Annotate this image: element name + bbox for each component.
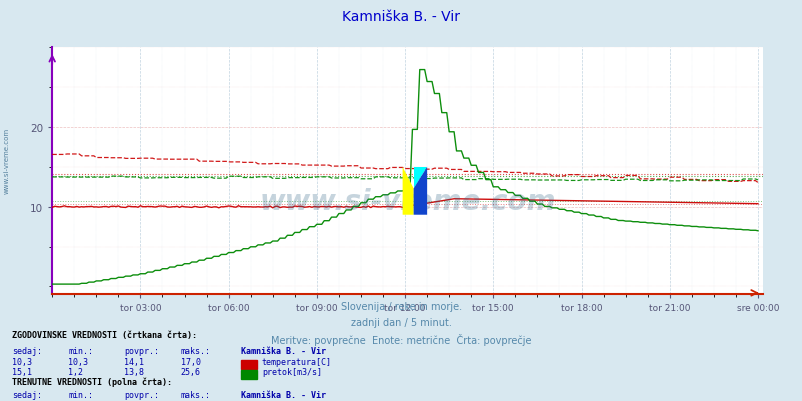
Polygon shape — [413, 168, 427, 189]
Text: min.:: min.: — [68, 390, 93, 399]
Text: maks.:: maks.: — [180, 390, 210, 399]
Text: maks.:: maks.: — [180, 346, 210, 355]
Text: 1,2: 1,2 — [68, 367, 83, 376]
Text: ZGODOVINSKE VREDNOSTI (črtkana črta):: ZGODOVINSKE VREDNOSTI (črtkana črta): — [12, 331, 196, 340]
Text: 10,3: 10,3 — [12, 357, 32, 366]
Text: www.si-vreme.com: www.si-vreme.com — [259, 187, 555, 215]
Text: temperatura[C]: temperatura[C] — [261, 357, 331, 366]
Text: pretok[m3/s]: pretok[m3/s] — [261, 367, 322, 376]
Text: min.:: min.: — [68, 346, 93, 355]
Text: Kamniška B. - Vir: Kamniška B. - Vir — [241, 346, 326, 355]
Text: www.si-vreme.com: www.si-vreme.com — [3, 128, 10, 193]
Polygon shape — [402, 168, 413, 215]
Text: 13,8: 13,8 — [124, 367, 144, 376]
Polygon shape — [413, 168, 427, 215]
Text: povpr.:: povpr.: — [124, 390, 160, 399]
Text: 14,1: 14,1 — [124, 357, 144, 366]
Text: 10,3: 10,3 — [68, 357, 88, 366]
Text: Slovenija / reke in morje.: Slovenija / reke in morje. — [341, 302, 461, 312]
Text: Meritve: povprečne  Enote: metrične  Črta: povprečje: Meritve: povprečne Enote: metrične Črta:… — [271, 334, 531, 346]
Text: 17,0: 17,0 — [180, 357, 200, 366]
Text: Kamniška B. - Vir: Kamniška B. - Vir — [241, 390, 326, 399]
Text: 15,1: 15,1 — [12, 367, 32, 376]
Text: Kamniška B. - Vir: Kamniška B. - Vir — [342, 10, 460, 24]
Text: sedaj:: sedaj: — [12, 346, 42, 355]
Text: povpr.:: povpr.: — [124, 346, 160, 355]
Text: TRENUTNE VREDNOSTI (polna črta):: TRENUTNE VREDNOSTI (polna črta): — [12, 377, 172, 386]
Text: 25,6: 25,6 — [180, 367, 200, 376]
Text: sedaj:: sedaj: — [12, 390, 42, 399]
Text: zadnji dan / 5 minut.: zadnji dan / 5 minut. — [350, 318, 452, 328]
